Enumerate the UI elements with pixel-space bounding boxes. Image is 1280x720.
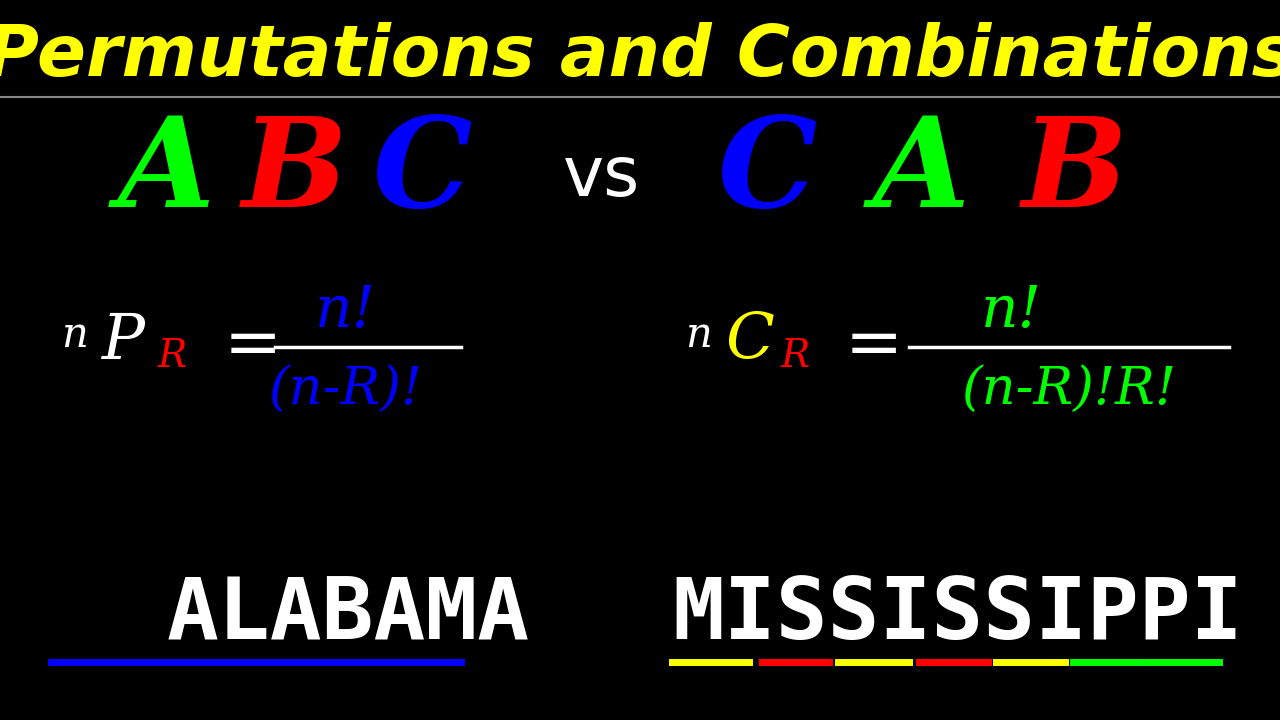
Text: vs: vs [563,143,640,210]
Text: B: B [1023,112,1128,233]
Text: =: = [224,312,283,379]
Text: C: C [726,311,774,373]
Text: n: n [685,314,712,356]
Text: ALABAMA: ALABAMA [166,574,530,657]
Text: n: n [61,314,88,356]
Text: (n-R)!: (n-R)! [269,365,422,415]
Text: =: = [845,312,904,379]
Text: (n-R)!R!: (n-R)!R! [961,365,1176,415]
Text: A: A [118,112,215,233]
Text: B: B [242,112,347,233]
Text: n!: n! [315,283,376,339]
Text: A: A [873,112,970,233]
Text: n!: n! [980,283,1042,339]
Text: P: P [102,311,146,373]
Text: C: C [372,112,472,233]
Text: Permutations and Combinations: Permutations and Combinations [0,22,1280,91]
Text: MISSISSIPPI: MISSISSIPPI [672,574,1243,657]
Text: C: C [718,112,818,233]
Text: R: R [157,338,187,375]
Text: R: R [781,338,810,375]
